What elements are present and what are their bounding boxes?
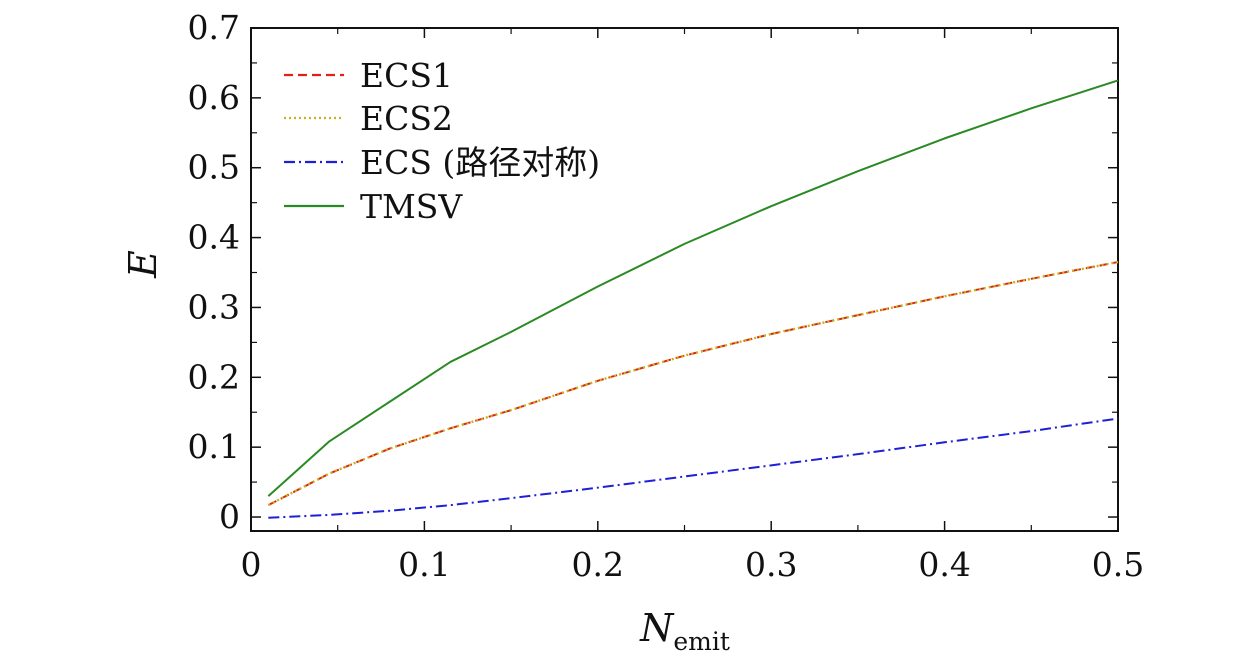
x-axis-title: Nemit	[639, 606, 730, 656]
y-tick-label: 0.2	[188, 357, 240, 396]
legend-label-tmsv: TMSV	[360, 187, 463, 226]
y-tick-label: 0.7	[188, 8, 240, 47]
legend-label-ecs-symmetric: ECS (路径对称)	[360, 143, 600, 182]
y-tick-label: 0.4	[188, 218, 240, 257]
axis-ticks: 0 0.1 0.2 0.3 0.4 0.5 0 0.1 0.2 0.3 0.4 0.5 0.6 0.7	[188, 8, 1145, 584]
x-tick-label: 0.1	[398, 545, 450, 584]
legend-label-ecs1: ECS1	[360, 56, 453, 95]
legend-label-ecs2: ECS2	[360, 99, 453, 138]
legend: ECS1 ECS2 ECS (路径对称) TMSV	[284, 56, 600, 226]
series-line-2	[268, 417, 1119, 519]
y-tick-label: 0	[219, 497, 240, 536]
series-lines	[267, 79, 1119, 519]
x-tick-label: 0.2	[572, 545, 624, 584]
x-axis-title-main: N	[639, 606, 675, 650]
y-tick-label: 0.3	[188, 287, 240, 326]
y-tick-label: 0.5	[188, 148, 240, 187]
series-line-3	[267, 79, 1119, 497]
x-tick-label: 0	[241, 545, 262, 584]
series-line-1	[267, 260, 1119, 507]
x-tick-label: 0.5	[1092, 545, 1144, 584]
series-line-0	[267, 261, 1119, 507]
x-tick-label: 0.3	[745, 545, 797, 584]
x-axis-title-subscript: emit	[673, 627, 730, 656]
y-axis-title: E	[121, 250, 165, 279]
y-tick-label: 0.6	[188, 78, 240, 117]
y-tick-label: 0.1	[188, 427, 240, 466]
x-tick-label: 0.4	[918, 545, 970, 584]
